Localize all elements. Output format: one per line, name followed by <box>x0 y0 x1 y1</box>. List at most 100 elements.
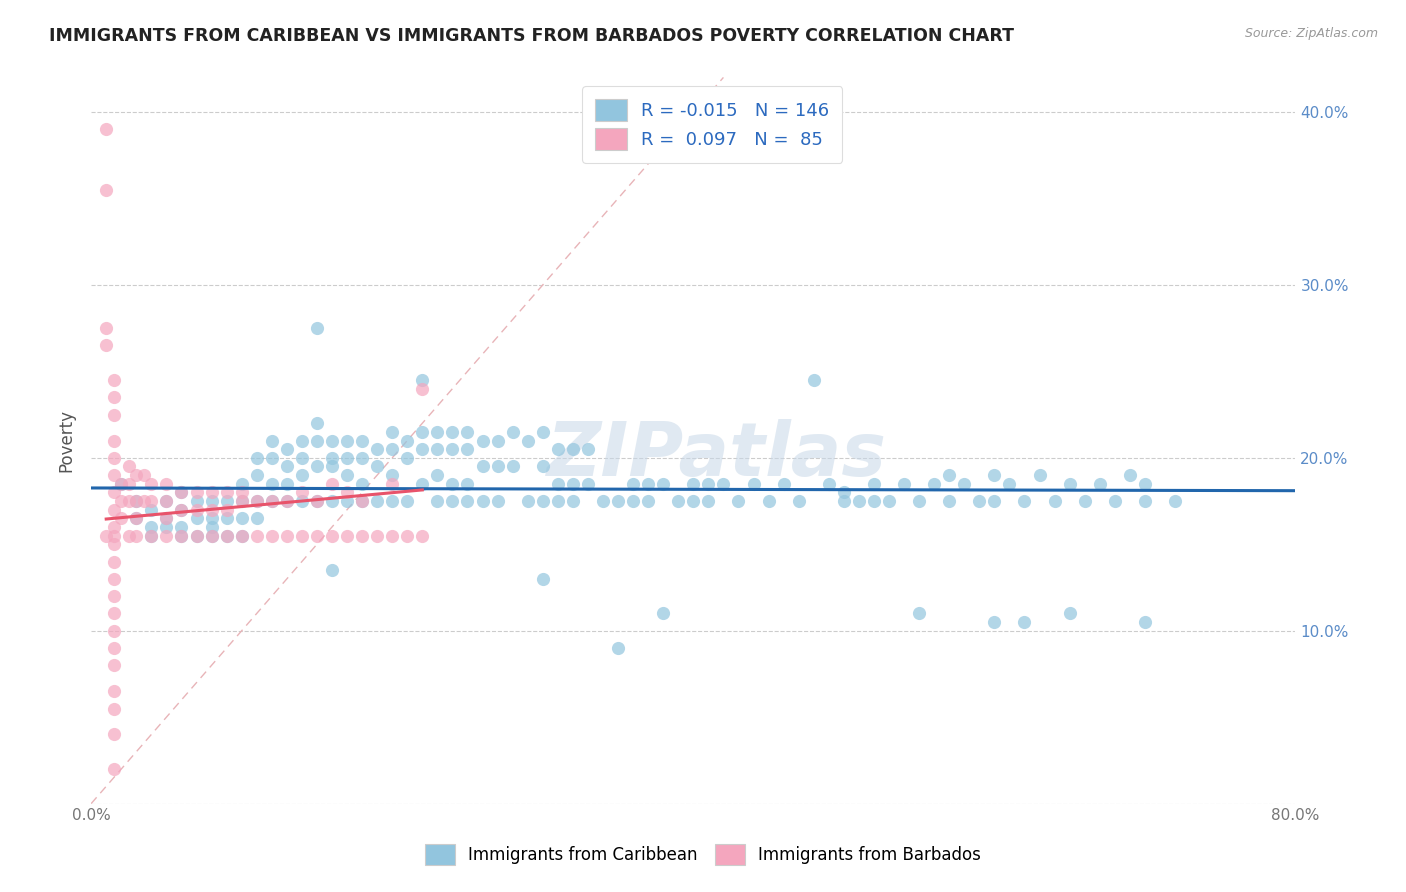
Immigrants from Barbados <box>103 572 125 586</box>
Immigrants from Caribbean <box>321 494 343 508</box>
Immigrants from Caribbean <box>547 476 569 491</box>
Immigrants from Barbados <box>186 502 208 516</box>
Immigrants from Caribbean <box>291 434 314 448</box>
Immigrants from Caribbean <box>276 476 298 491</box>
Immigrants from Caribbean <box>1059 476 1081 491</box>
Immigrants from Caribbean <box>502 425 524 439</box>
Immigrants from Barbados <box>103 528 125 542</box>
Immigrants from Caribbean <box>276 494 298 508</box>
Immigrants from Barbados <box>381 528 404 542</box>
Immigrants from Barbados <box>215 502 238 516</box>
Immigrants from Caribbean <box>141 520 163 534</box>
Immigrants from Barbados <box>103 537 125 551</box>
Immigrants from Caribbean <box>366 494 388 508</box>
Immigrants from Barbados <box>396 528 419 542</box>
Immigrants from Barbados <box>103 408 125 422</box>
Immigrants from Caribbean <box>666 494 689 508</box>
Immigrants from Caribbean <box>200 528 222 542</box>
Immigrants from Caribbean <box>155 494 177 508</box>
Immigrants from Caribbean <box>938 468 960 483</box>
Immigrants from Caribbean <box>803 373 825 387</box>
Immigrants from Caribbean <box>246 494 269 508</box>
Immigrants from Barbados <box>155 476 177 491</box>
Immigrants from Barbados <box>103 684 125 698</box>
Immigrants from Barbados <box>132 468 155 483</box>
Immigrants from Barbados <box>103 450 125 465</box>
Immigrants from Caribbean <box>441 476 464 491</box>
Immigrants from Caribbean <box>426 494 449 508</box>
Immigrants from Caribbean <box>1073 494 1095 508</box>
Immigrants from Barbados <box>246 528 269 542</box>
Immigrants from Caribbean <box>321 434 343 448</box>
Immigrants from Caribbean <box>352 476 374 491</box>
Immigrants from Barbados <box>103 502 125 516</box>
Immigrants from Caribbean <box>200 511 222 525</box>
Immigrants from Caribbean <box>486 434 509 448</box>
Immigrants from Caribbean <box>486 494 509 508</box>
Immigrants from Barbados <box>321 476 343 491</box>
Immigrants from Caribbean <box>1133 476 1156 491</box>
Immigrants from Caribbean <box>621 494 644 508</box>
Immigrants from Barbados <box>103 434 125 448</box>
Immigrants from Caribbean <box>1028 468 1050 483</box>
Immigrants from Barbados <box>110 511 132 525</box>
Immigrants from Caribbean <box>336 494 359 508</box>
Immigrants from Caribbean <box>321 459 343 474</box>
Immigrants from Barbados <box>231 528 253 542</box>
Immigrants from Barbados <box>276 494 298 508</box>
Immigrants from Caribbean <box>471 459 494 474</box>
Immigrants from Barbados <box>103 640 125 655</box>
Immigrants from Caribbean <box>652 607 675 621</box>
Immigrants from Barbados <box>125 494 148 508</box>
Immigrants from Caribbean <box>637 476 659 491</box>
Immigrants from Caribbean <box>186 511 208 525</box>
Immigrants from Caribbean <box>352 434 374 448</box>
Immigrants from Caribbean <box>441 494 464 508</box>
Immigrants from Barbados <box>103 727 125 741</box>
Immigrants from Caribbean <box>321 450 343 465</box>
Immigrants from Caribbean <box>1119 468 1142 483</box>
Immigrants from Caribbean <box>531 494 554 508</box>
Immigrants from Barbados <box>200 502 222 516</box>
Immigrants from Barbados <box>118 494 141 508</box>
Immigrants from Caribbean <box>396 434 419 448</box>
Immigrants from Barbados <box>411 382 433 396</box>
Immigrants from Barbados <box>260 494 283 508</box>
Immigrants from Caribbean <box>186 494 208 508</box>
Immigrants from Caribbean <box>832 485 855 500</box>
Immigrants from Caribbean <box>561 442 583 457</box>
Immigrants from Barbados <box>352 494 374 508</box>
Immigrants from Caribbean <box>713 476 735 491</box>
Immigrants from Barbados <box>125 528 148 542</box>
Immigrants from Caribbean <box>1133 494 1156 508</box>
Immigrants from Caribbean <box>260 494 283 508</box>
Immigrants from Caribbean <box>246 468 269 483</box>
Immigrants from Caribbean <box>1133 615 1156 629</box>
Immigrants from Caribbean <box>1014 615 1036 629</box>
Immigrants from Barbados <box>215 528 238 542</box>
Immigrants from Barbados <box>231 494 253 508</box>
Immigrants from Barbados <box>170 528 193 542</box>
Immigrants from Caribbean <box>396 494 419 508</box>
Immigrants from Barbados <box>103 373 125 387</box>
Immigrants from Caribbean <box>457 442 479 457</box>
Immigrants from Caribbean <box>531 572 554 586</box>
Immigrants from Caribbean <box>291 450 314 465</box>
Immigrants from Caribbean <box>366 442 388 457</box>
Immigrants from Barbados <box>381 476 404 491</box>
Immigrants from Caribbean <box>200 494 222 508</box>
Immigrants from Caribbean <box>125 511 148 525</box>
Immigrants from Caribbean <box>983 468 1005 483</box>
Immigrants from Caribbean <box>215 511 238 525</box>
Immigrants from Caribbean <box>231 528 253 542</box>
Immigrants from Caribbean <box>621 476 644 491</box>
Immigrants from Barbados <box>246 494 269 508</box>
Immigrants from Barbados <box>155 494 177 508</box>
Immigrants from Barbados <box>96 122 118 136</box>
Immigrants from Caribbean <box>863 494 886 508</box>
Immigrants from Caribbean <box>186 528 208 542</box>
Immigrants from Caribbean <box>1088 476 1111 491</box>
Legend: R = -0.015   N = 146, R =  0.097   N =  85: R = -0.015 N = 146, R = 0.097 N = 85 <box>582 87 842 163</box>
Immigrants from Caribbean <box>1164 494 1187 508</box>
Immigrants from Barbados <box>103 520 125 534</box>
